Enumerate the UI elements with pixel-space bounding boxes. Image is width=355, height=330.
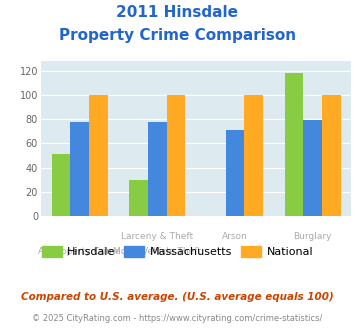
Text: Burglary: Burglary (293, 232, 332, 241)
Bar (89, 95, 108, 216)
Bar (166, 95, 185, 216)
Text: Compared to U.S. average. (U.S. average equals 100): Compared to U.S. average. (U.S. average … (21, 292, 334, 302)
Legend: Hinsdale, Massachusetts, National: Hinsdale, Massachusetts, National (37, 242, 318, 262)
Bar (148, 122, 166, 216)
Text: Motor Vehicle Theft: Motor Vehicle Theft (113, 247, 201, 256)
Text: All Property Crime: All Property Crime (38, 247, 121, 256)
Text: Arson: Arson (222, 232, 248, 241)
Bar (285, 73, 303, 216)
Bar (226, 130, 244, 216)
Bar (129, 180, 148, 216)
Text: 2011 Hinsdale: 2011 Hinsdale (116, 5, 239, 20)
Bar (303, 120, 322, 216)
Bar (244, 95, 263, 216)
Bar (52, 154, 70, 216)
Text: Property Crime Comparison: Property Crime Comparison (59, 28, 296, 43)
Bar (322, 95, 340, 216)
Text: © 2025 CityRating.com - https://www.cityrating.com/crime-statistics/: © 2025 CityRating.com - https://www.city… (32, 314, 323, 323)
Text: Larceny & Theft: Larceny & Theft (121, 232, 193, 241)
Bar (70, 122, 89, 216)
